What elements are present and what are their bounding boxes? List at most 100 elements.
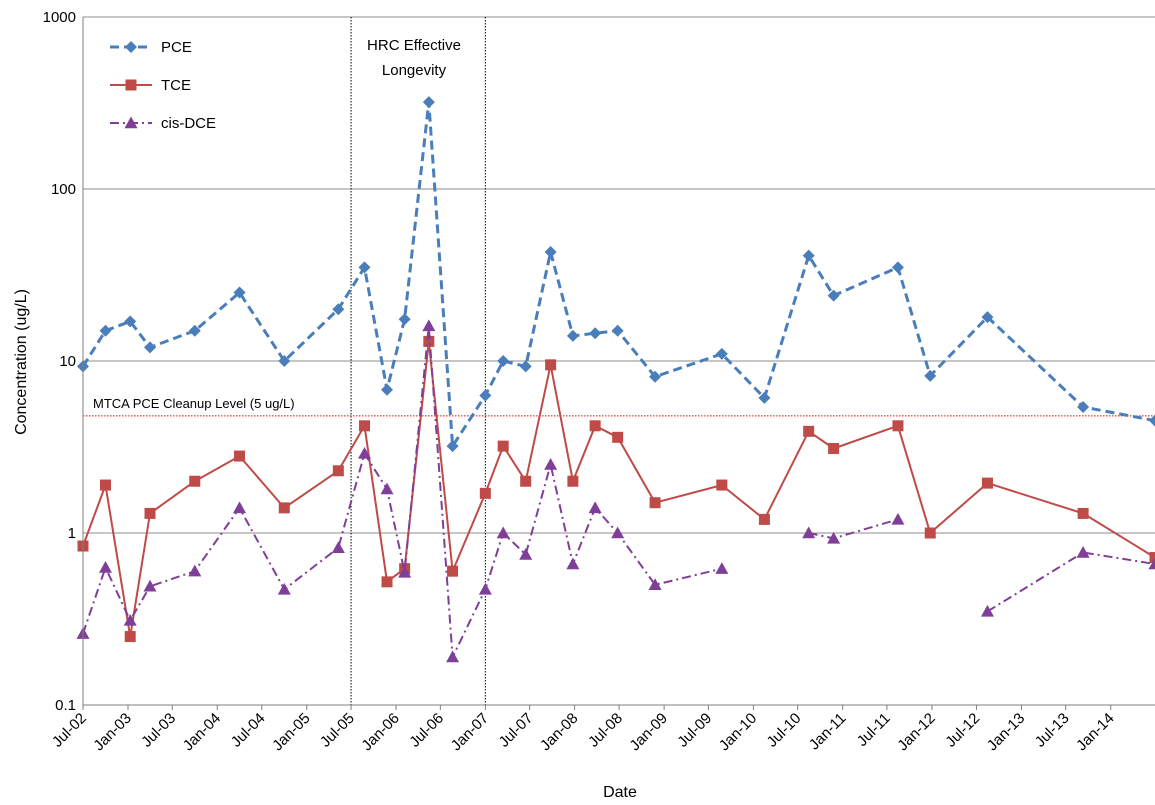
- data-point: [278, 355, 291, 367]
- data-point: [497, 440, 509, 452]
- x-axis-ticks: Jul-02 Jan-03 Jul-03 Jan-04 Jul-04 Jan-05 Jul-…: [49, 705, 1118, 754]
- data-point: [828, 442, 840, 454]
- data-point: [924, 369, 937, 382]
- series-line: [808, 518, 899, 540]
- x-tick-label: Jan-07: [448, 710, 492, 754]
- series-line: [82, 324, 723, 659]
- data-point: [520, 475, 532, 487]
- data-point: [1076, 546, 1090, 558]
- y-axis-ticks: 0.1 1 10 100 1000: [43, 9, 76, 714]
- x-tick-label: Jul-12: [942, 710, 983, 751]
- data-point: [124, 631, 136, 643]
- y-tick-label: 1: [68, 525, 76, 542]
- data-point: [446, 650, 460, 663]
- data-point: [802, 526, 816, 539]
- data-point: [277, 582, 291, 595]
- legend-marker: [125, 41, 137, 53]
- x-tick-label: Jul-02: [49, 710, 90, 751]
- series-line: [986, 551, 1155, 613]
- data-point: [446, 440, 459, 453]
- data-point: [827, 531, 841, 544]
- data-point: [981, 477, 993, 489]
- data-series: [76, 96, 1155, 663]
- x-tick-label: Jul-07: [496, 710, 537, 751]
- data-point: [233, 501, 247, 514]
- y-tick-label: 10: [59, 353, 76, 370]
- data-point: [567, 475, 579, 487]
- data-point: [99, 561, 113, 573]
- x-tick-label: Jul-03: [138, 710, 179, 751]
- x-tick-label: Jul-05: [317, 710, 358, 751]
- y-axis-title: Concentration (ug/L): [13, 289, 30, 435]
- data-point: [716, 479, 728, 491]
- data-point: [1149, 414, 1155, 427]
- data-point: [478, 582, 492, 595]
- y-tick-label: 0.1: [55, 697, 76, 714]
- x-tick-label: Jul-11: [854, 710, 894, 750]
- data-point: [398, 313, 411, 326]
- data-point: [588, 501, 602, 514]
- x-tick-label: Jan-11: [806, 710, 850, 754]
- x-tick-label: Jan-03: [90, 710, 134, 754]
- data-point: [544, 246, 557, 259]
- data-point: [612, 431, 624, 443]
- x-tick-label: Jul-08: [585, 710, 626, 751]
- x-tick-label: Jul-09: [674, 710, 715, 751]
- data-point: [144, 341, 157, 354]
- data-point: [892, 420, 904, 432]
- data-point: [1077, 507, 1089, 519]
- data-point: [519, 547, 533, 560]
- data-point: [758, 513, 770, 525]
- data-point: [891, 512, 905, 525]
- data-point: [359, 420, 371, 432]
- cleanup-level-label: MTCA PCE Cleanup Level (5 ug/L): [93, 396, 295, 411]
- y-tick-label: 100: [51, 181, 76, 198]
- data-point: [380, 482, 394, 495]
- data-point: [497, 355, 510, 367]
- data-point: [479, 487, 491, 499]
- period-label-line2: Longevity: [382, 62, 447, 79]
- data-point: [827, 289, 840, 302]
- x-tick-label: Jan-12: [894, 710, 938, 754]
- data-point: [649, 370, 662, 383]
- data-point: [649, 497, 661, 509]
- data-point: [924, 527, 936, 539]
- legend-marker: [124, 116, 138, 129]
- data-point: [758, 391, 771, 404]
- data-point: [144, 507, 156, 519]
- x-tick-label: Jan-08: [537, 710, 581, 754]
- data-point: [422, 319, 436, 332]
- x-tick-label: Jan-06: [358, 710, 402, 754]
- data-point: [381, 383, 394, 396]
- data-point: [479, 389, 492, 402]
- x-tick-label: Jul-10: [764, 710, 805, 751]
- data-point: [715, 347, 728, 360]
- series-cis-dce: [76, 319, 1155, 663]
- data-point: [1148, 557, 1155, 570]
- data-point: [398, 565, 412, 578]
- data-point: [981, 311, 994, 324]
- data-point: [566, 557, 580, 570]
- legend-marker: [125, 79, 137, 91]
- data-point: [589, 420, 601, 432]
- data-point: [100, 479, 112, 491]
- data-point: [496, 526, 510, 539]
- x-tick-label: Jan-13: [984, 710, 1028, 754]
- y-tick-label: 1000: [43, 9, 76, 26]
- data-point: [447, 565, 459, 577]
- data-point: [545, 359, 557, 371]
- data-point: [233, 286, 246, 299]
- data-point: [611, 526, 625, 539]
- series-tce: [77, 335, 1155, 643]
- data-point: [143, 579, 157, 592]
- data-point: [188, 564, 202, 577]
- data-point: [278, 502, 290, 514]
- data-point: [715, 562, 729, 574]
- x-tick-label: Jan-05: [269, 710, 313, 754]
- data-point: [358, 446, 372, 459]
- x-tick-label: Jul-06: [406, 710, 447, 751]
- data-point: [123, 613, 137, 626]
- data-point: [422, 96, 435, 109]
- x-tick-label: Jan-10: [716, 710, 760, 754]
